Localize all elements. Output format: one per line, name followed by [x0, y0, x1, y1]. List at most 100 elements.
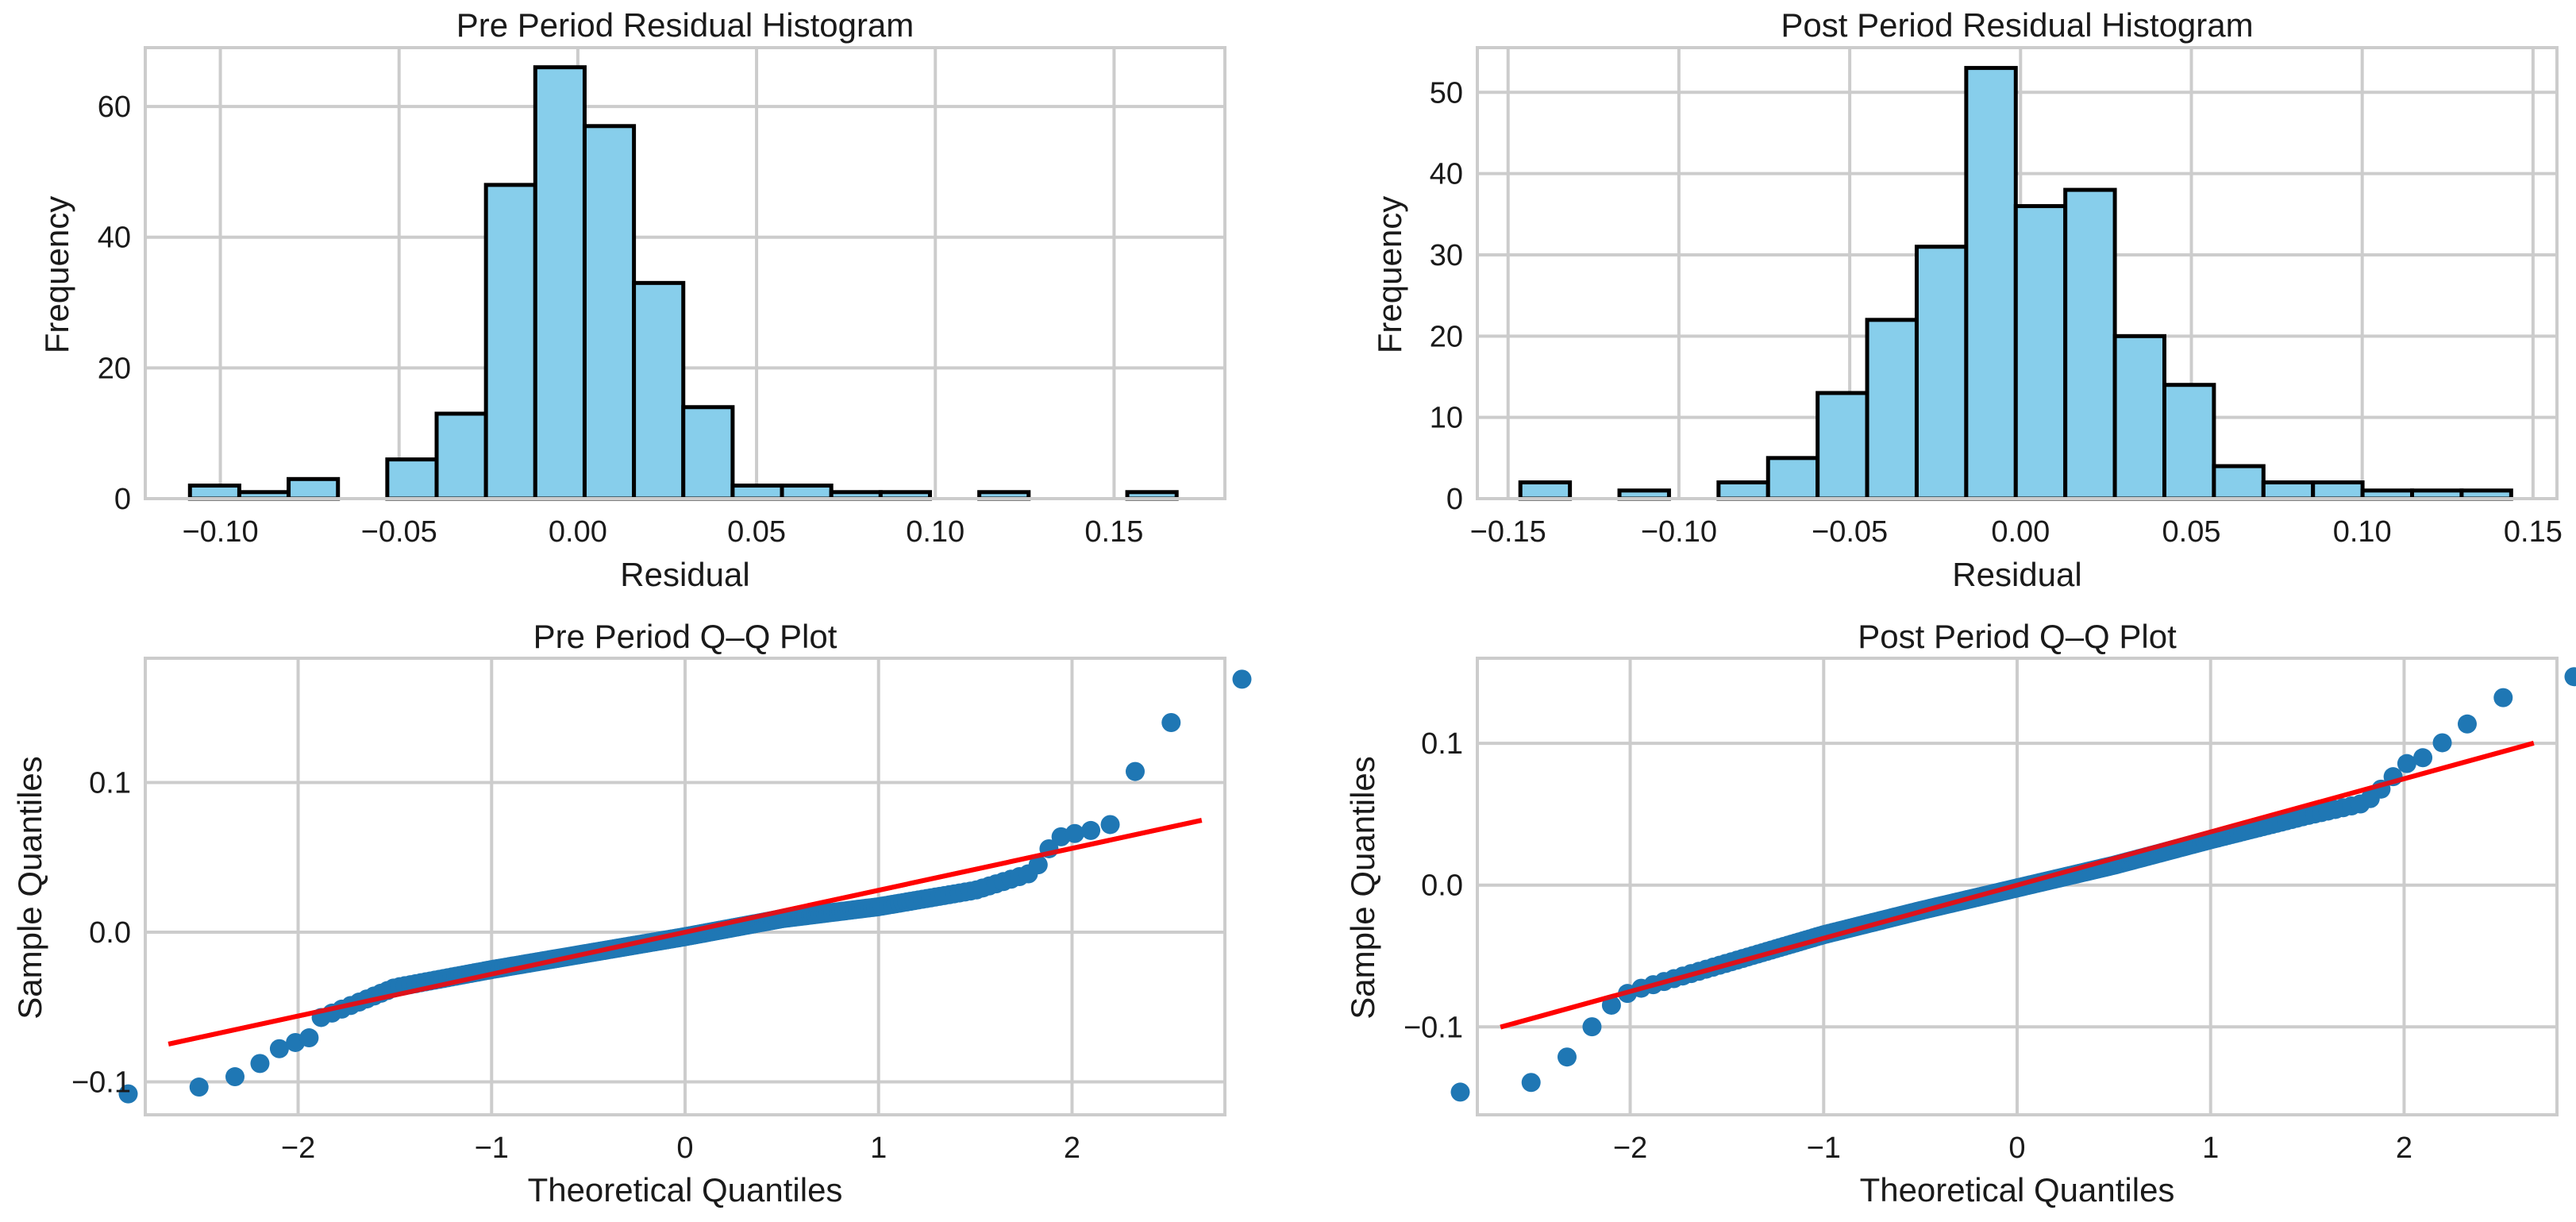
- qq-point: [2457, 714, 2477, 734]
- histogram-bar: [385, 457, 439, 501]
- x-tick-label: −1: [475, 1131, 509, 1165]
- qq-point: [2413, 748, 2433, 768]
- x-tick-label: −0.10: [1641, 515, 1717, 549]
- qq-point: [1028, 855, 1048, 875]
- qq-point: [118, 1084, 138, 1104]
- histogram-bar: [1964, 66, 2018, 501]
- x-tick-label: −0.05: [1812, 515, 1888, 549]
- pre-hist-frame: [144, 46, 1226, 500]
- post-hist-ylabel: Frequency: [1371, 196, 1408, 353]
- qq-point: [189, 1077, 209, 1097]
- y-tick-label: 0.0: [1421, 869, 1463, 903]
- y-tick-label: 0.0: [89, 916, 131, 950]
- qq-point: [1521, 1073, 1541, 1093]
- y-tick-label: 0.1: [89, 766, 131, 800]
- post-qq-frame: [1476, 657, 2559, 1116]
- y-tick-label: 40: [1430, 158, 1463, 191]
- x-tick-label: 0.15: [1084, 515, 1143, 549]
- histogram-bar: [1765, 456, 1820, 501]
- qq-point: [1558, 1047, 1577, 1067]
- pre-period-qq-axes: Pre Period Q–Q Plot Theoretical Quantile…: [11, 618, 1252, 1209]
- histogram-bar: [780, 484, 834, 501]
- pre-hist-ylabel: Frequency: [38, 196, 75, 353]
- x-tick-label: 2: [1064, 1131, 1080, 1165]
- histogram-bar: [1716, 480, 1770, 501]
- reference-line-overlay: [1500, 741, 2535, 1030]
- x-tick-label: 2: [2396, 1131, 2412, 1165]
- x-tick-label: 0.05: [727, 515, 786, 549]
- qq-point: [1100, 815, 1120, 835]
- qq-point: [1125, 761, 1145, 781]
- post-qq-data: [1450, 667, 2576, 1102]
- x-tick-label: 0.15: [2504, 515, 2563, 549]
- histogram-bar: [287, 476, 341, 501]
- post-period-qq-axes: Post Period Q–Q Plot Theoretical Quantil…: [1344, 618, 2576, 1209]
- post-hist-ticks: −0.15 −0.10 −0.05 0.00 0.05 0.10 0.15 0 10 20 30 40…: [1430, 76, 2563, 549]
- histogram-bar: [2063, 187, 2117, 501]
- pre-hist-ticks: −0.10 −0.05 0.00 0.05 0.10 0.15 0 20 40 60: [98, 91, 1144, 549]
- histogram-bar: [2013, 204, 2068, 501]
- histogram-bar: [2162, 383, 2216, 501]
- pre-hist-title: Pre Period Residual Histogram: [456, 6, 914, 44]
- reference-line-overlay: [167, 818, 1203, 1047]
- y-tick-label: 10: [1430, 402, 1463, 435]
- histogram-bar: [2311, 480, 2365, 501]
- qq-point: [1601, 995, 1621, 1015]
- pre-qq-data: [118, 669, 1252, 1104]
- post-hist-title: Post Period Residual Histogram: [1781, 6, 2253, 44]
- pre-period-histogram-axes: Pre Period Residual Histogram Residual F…: [38, 6, 1226, 593]
- y-tick-label: 20: [98, 352, 131, 385]
- histogram-bar: [2212, 464, 2266, 501]
- qq-point: [2564, 667, 2576, 687]
- pre-hist-xlabel: Residual: [620, 556, 749, 593]
- qq-point: [2493, 688, 2513, 707]
- histogram-bar: [582, 124, 637, 501]
- pre-qq-ylabel: Sample Quantiles: [11, 756, 48, 1020]
- y-tick-label: 60: [98, 91, 131, 124]
- x-tick-label: −1: [1807, 1131, 1841, 1165]
- y-tick-label: 20: [1430, 320, 1463, 353]
- x-tick-label: 0.10: [906, 515, 965, 549]
- pre-qq-title: Pre Period Q–Q Plot: [533, 618, 837, 655]
- x-tick-label: −0.10: [182, 515, 258, 549]
- x-tick-label: −2: [1613, 1131, 1647, 1165]
- post-qq-ylabel: Sample Quantiles: [1344, 756, 1381, 1020]
- post-qq-ticks: −2 −1 0 1 2 −0.1 0.0 0.1: [1404, 727, 2412, 1165]
- pre-qq-frame: [144, 657, 1226, 1116]
- histogram-bar: [1518, 480, 1573, 501]
- qq-point: [1232, 669, 1252, 689]
- histogram-bar: [632, 280, 686, 501]
- x-tick-label: −0.15: [1470, 515, 1546, 549]
- histogram-bar: [2112, 333, 2166, 501]
- x-tick-label: 1: [2202, 1131, 2219, 1165]
- histogram-bar: [187, 484, 241, 501]
- qq-point: [1450, 1082, 1470, 1102]
- y-tick-label: 30: [1430, 239, 1463, 272]
- qq-point: [1582, 1017, 1602, 1037]
- histogram-bar: [1816, 391, 1869, 501]
- qq-point: [299, 1028, 319, 1048]
- x-tick-label: 0: [2008, 1131, 2025, 1165]
- x-tick-label: 0: [676, 1131, 693, 1165]
- qq-point: [1065, 823, 1084, 843]
- x-tick-label: −0.05: [361, 515, 437, 549]
- y-tick-label: 0.1: [1421, 727, 1463, 761]
- post-hist-xlabel: Residual: [1952, 556, 2081, 593]
- y-tick-label: −0.1: [1404, 1011, 1463, 1044]
- histogram-bar: [730, 484, 784, 501]
- pre-hist-data: [187, 65, 1179, 501]
- x-tick-label: −2: [281, 1131, 315, 1165]
- histogram-bar: [1914, 245, 1969, 501]
- qq-point: [1081, 820, 1101, 840]
- x-tick-label: 0.00: [549, 515, 607, 549]
- x-tick-label: 0.05: [2162, 515, 2221, 549]
- x-tick-label: 0.00: [1991, 515, 2050, 549]
- qq-point: [225, 1067, 245, 1087]
- pre-qq-xlabel: Theoretical Quantiles: [528, 1171, 843, 1209]
- y-tick-label: 40: [98, 222, 131, 255]
- post-qq-xlabel: Theoretical Quantiles: [1860, 1171, 2175, 1209]
- qq-point: [2432, 733, 2452, 753]
- qq-point: [250, 1054, 270, 1074]
- post-period-histogram-axes: Post Period Residual Histogram Residual …: [1371, 6, 2563, 593]
